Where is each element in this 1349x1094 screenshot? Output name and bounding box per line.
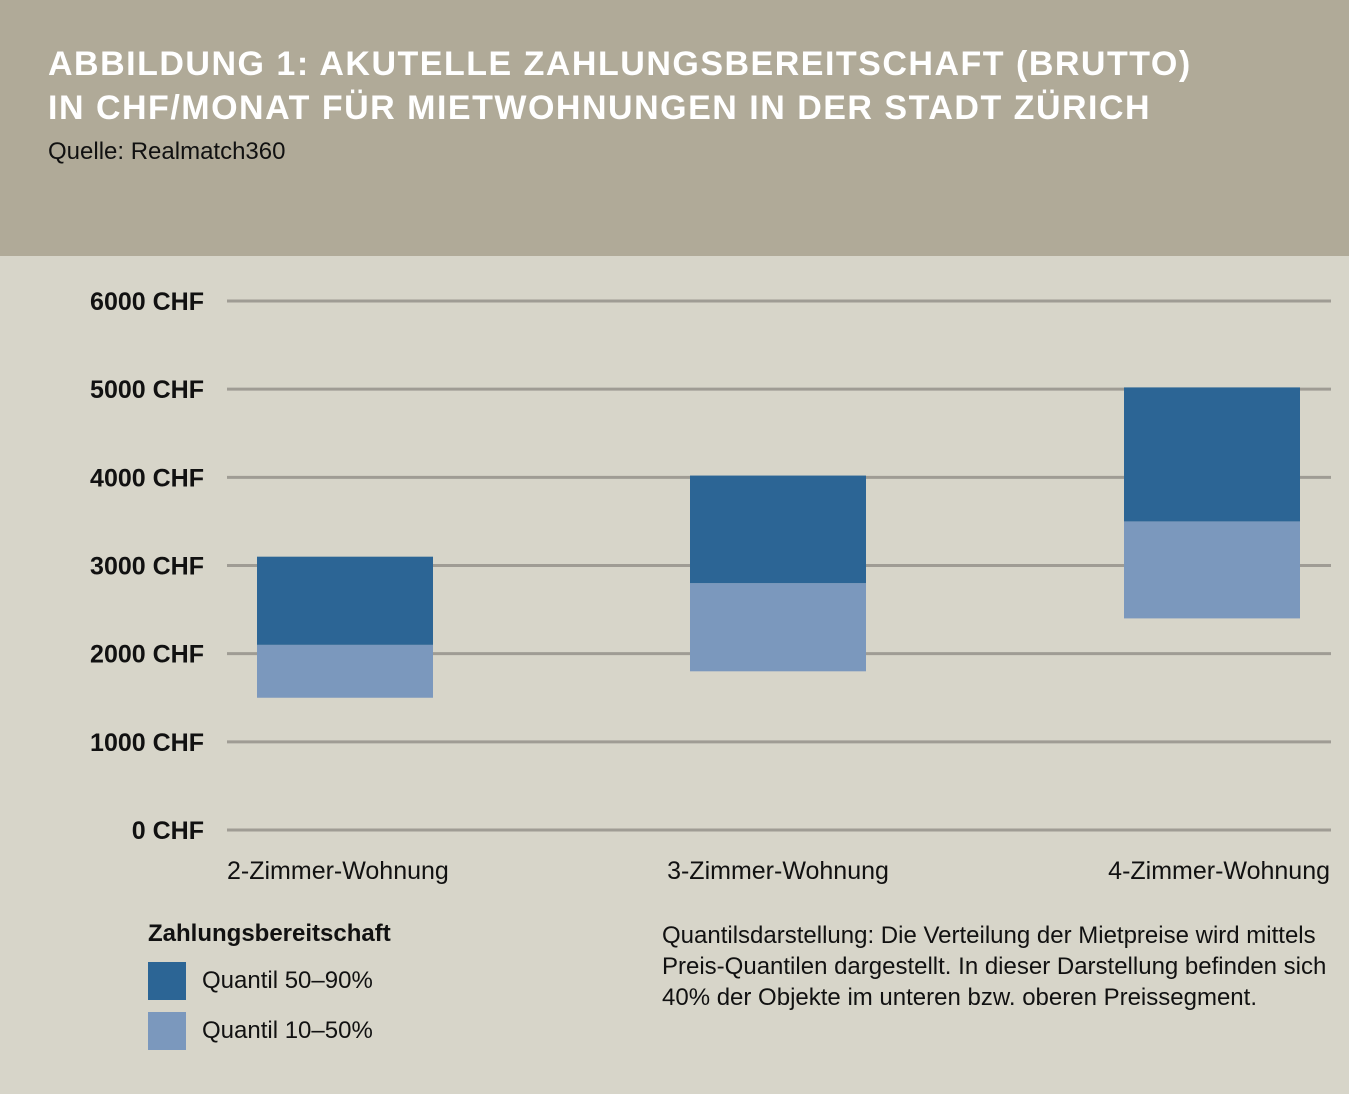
legend-swatch-light-blue: [148, 1012, 186, 1050]
bar-quantil-50-90: [1124, 387, 1300, 522]
y-tick-label: 5000 CHF: [90, 376, 204, 404]
y-tick-label: 3000 CHF: [90, 553, 204, 581]
y-tick-label: 4000 CHF: [90, 464, 204, 492]
quantile-explanation: Quantilsdarstellung: Die Verteilung der …: [662, 922, 1327, 1011]
x-axis-labels: 2-Zimmer-Wohnung 3-Zimmer-Wohnung 4-Zimmer…: [227, 857, 1330, 885]
bar-quantil-50-90: [257, 556, 433, 645]
x-tick-label: 2-Zimmer-Wohnung: [227, 857, 449, 885]
bar-quantil-10-50: [1124, 521, 1300, 619]
bar-quantil-10-50: [257, 644, 433, 698]
y-axis-labels: 0 CHF 1000 CHF 2000 CHF 3000 CHF 4000 CHF 500…: [90, 288, 204, 845]
bar-quantil-10-50: [690, 583, 866, 672]
header-banner: ABBILDUNG 1: AKUTELLE ZAHLUNGSBEREITSCHA…: [0, 0, 1349, 256]
y-tick-label: 1000 CHF: [90, 729, 204, 757]
bars: [257, 387, 1300, 698]
y-tick-label: 2000 CHF: [90, 641, 204, 669]
legend: Zahlungsbereitschaft Quantil 50–90% Quan…: [148, 920, 391, 1062]
legend-title: Zahlungsbereitschaft: [148, 920, 391, 947]
chart-area: 0 CHF 1000 CHF 2000 CHF 3000 CHF 4000 CHF 500…: [90, 288, 1331, 885]
legend-label: Quantil 10–50%: [202, 1017, 373, 1044]
legend-item-quantil-10-50: Quantil 10–50%: [148, 1012, 391, 1050]
legend-swatch-dark-blue: [148, 962, 186, 1000]
legend-item-quantil-50-90: Quantil 50–90%: [148, 962, 391, 1000]
chart-title-line-1: ABBILDUNG 1: AKUTELLE ZAHLUNGSBEREITSCHA…: [48, 45, 1192, 83]
legend-label: Quantil 50–90%: [202, 967, 373, 994]
x-tick-label: 3-Zimmer-Wohnung: [667, 857, 889, 885]
bar-quantil-50-90: [690, 475, 866, 584]
y-tick-label: 6000 CHF: [90, 288, 204, 316]
source-note: Quelle: Realmatch360: [48, 138, 286, 165]
chart-title: ABBILDUNG 1: AKUTELLE ZAHLUNGSBEREITSCHA…: [48, 42, 1308, 130]
y-tick-label: 0 CHF: [132, 817, 204, 845]
chart-title-line-2: IN CHF/MONAT FÜR MIETWOHNUNGEN IN DER ST…: [48, 89, 1152, 127]
x-tick-label: 4-Zimmer-Wohnung: [1108, 857, 1330, 885]
